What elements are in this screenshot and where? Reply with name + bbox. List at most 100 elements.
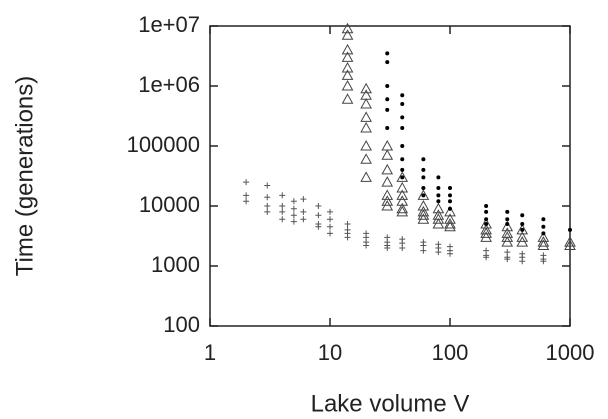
dot-point: [541, 217, 546, 222]
triangle-point: [516, 236, 529, 247]
dot-point: [400, 157, 405, 162]
plus-point: [279, 216, 286, 223]
triangle-point: [341, 22, 354, 34]
triangle-point: [381, 176, 394, 187]
y-axis-title: Time (generations): [11, 76, 38, 277]
plus-point: [315, 212, 322, 219]
plus-point: [290, 198, 297, 205]
x-tick-label: 100: [432, 340, 469, 365]
plus-point: [519, 258, 526, 265]
plus-point: [300, 196, 307, 203]
plus-point: [279, 208, 286, 215]
dot-point: [520, 213, 525, 218]
plus-point: [264, 208, 271, 215]
dot-point: [385, 51, 390, 56]
triangle-point: [516, 223, 529, 235]
y-tick-label: 100000: [127, 132, 200, 157]
triangle-point: [564, 236, 576, 247]
dot-point: [505, 209, 510, 214]
triangle-point: [360, 98, 372, 109]
plus-point: [300, 208, 307, 215]
triangle-point: [341, 79, 354, 91]
plus-point: [344, 234, 351, 241]
triangle-point: [480, 223, 492, 235]
dot-point: [520, 222, 525, 227]
plus-point: [264, 203, 271, 209]
dot-point: [484, 222, 489, 227]
triangle-point: [516, 231, 529, 242]
plus-point: [243, 192, 250, 199]
triangle-point: [341, 43, 354, 55]
plus-point: [290, 205, 297, 212]
plus-point: [344, 221, 351, 228]
plus-point: [384, 244, 391, 251]
triangle-point: [381, 149, 394, 160]
triangle-point: [360, 111, 372, 122]
dot-point: [421, 157, 426, 162]
triangle-point: [381, 199, 394, 211]
dot-point: [400, 115, 405, 120]
plus-point: [327, 223, 333, 230]
triangle-point: [396, 202, 409, 214]
dot-point: [421, 167, 426, 172]
triangle-point: [396, 171, 409, 182]
dot-point: [400, 102, 405, 107]
triangle-point: [501, 220, 514, 232]
dot-point: [385, 60, 390, 65]
triangle-point: [381, 195, 394, 206]
dot-point: [505, 222, 510, 227]
y-tick-label: 1000: [151, 252, 200, 277]
triangle-point: [564, 239, 576, 250]
plus-point: [327, 216, 333, 223]
plus-point: [315, 203, 322, 209]
dot-point: [448, 206, 452, 211]
triangle-point: [417, 209, 430, 220]
triangle-point: [396, 205, 409, 217]
dot-point: [484, 204, 489, 208]
dot-point: [448, 193, 452, 198]
triangle-point: [444, 213, 456, 224]
triangle-point: [480, 231, 492, 242]
triangle-point: [341, 51, 354, 62]
plus-point: [327, 230, 333, 237]
triangle-point: [360, 82, 372, 94]
dot-point: [400, 125, 405, 130]
plus-point: [290, 212, 297, 219]
y-tick-label: 1e+07: [138, 12, 200, 37]
plus-point: [300, 216, 307, 223]
dot-point: [400, 175, 405, 180]
plus-point: [264, 194, 271, 201]
triangle-point: [396, 181, 409, 193]
triangle-point: [341, 93, 354, 104]
dot-point: [484, 217, 489, 222]
dot-point: [448, 185, 452, 190]
triangle-point: [444, 218, 456, 229]
plus-point: [243, 179, 250, 186]
triangle-point: [381, 163, 394, 175]
plus-point: [420, 242, 427, 249]
dot-point: [505, 217, 510, 222]
triangle-point: [360, 121, 372, 133]
triangle-point: [501, 236, 514, 247]
dot-point: [400, 167, 405, 172]
dot-point: [541, 231, 546, 236]
x-axis-title: Lake volume V: [311, 390, 470, 417]
triangle-point: [432, 213, 445, 224]
triangle-point: [537, 236, 550, 247]
dot-point: [385, 125, 390, 130]
dot-point: [541, 224, 546, 229]
dot-point: [421, 193, 426, 198]
dot-point: [385, 84, 390, 88]
plus-point: [447, 250, 453, 257]
dot-point: [436, 185, 441, 190]
triangle-point: [417, 199, 430, 211]
y-tick-label: 100: [163, 312, 200, 337]
plus-point: [483, 254, 490, 261]
x-tick-label: 1: [204, 340, 216, 365]
triangle-point: [480, 227, 492, 238]
triangle-point: [417, 213, 430, 224]
dot-point: [400, 93, 405, 98]
dot-point: [421, 175, 426, 180]
triangle-point: [537, 239, 550, 250]
